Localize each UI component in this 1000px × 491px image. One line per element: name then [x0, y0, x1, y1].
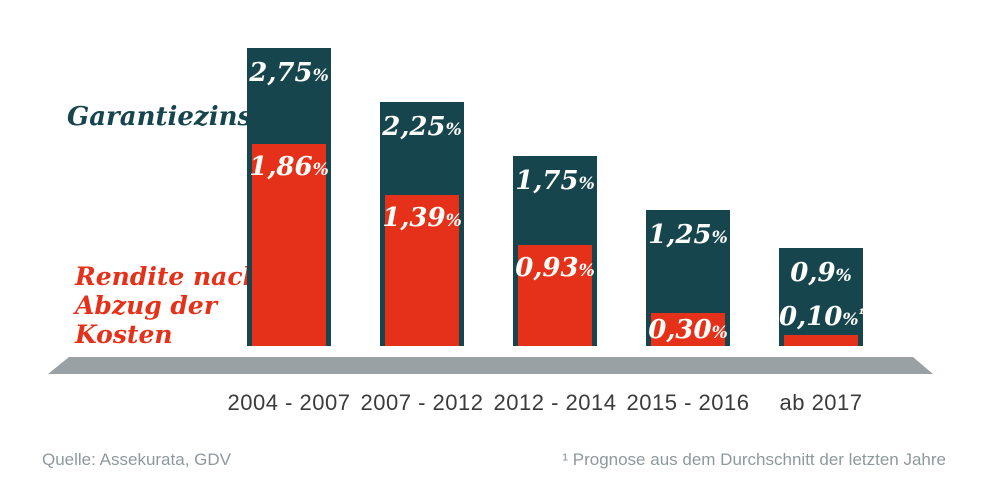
percent-sign: %: [578, 174, 595, 194]
percent-sign: %: [445, 120, 462, 140]
value-number: 0,30: [648, 315, 712, 345]
percent-sign: %: [711, 228, 728, 248]
rendite-value-label: 0,30%: [646, 315, 730, 348]
garantiezins-value-label: 1,25%: [646, 220, 730, 253]
x-axis-label: 2015 - 2016: [626, 390, 750, 415]
percent-sign: %: [842, 310, 859, 330]
percent-sign: %: [835, 266, 852, 286]
garantiezins-value-label: 0,9%: [779, 258, 863, 291]
footnote-text: ¹ Prognose aus dem Durchschnitt der letz…: [562, 450, 946, 469]
rendite-value-label: 0,93%: [513, 253, 597, 286]
garantiezins-bar: 1,25% 0,30%: [646, 210, 730, 346]
rendite-value-label: 1,39%: [380, 203, 464, 236]
rendite-bar: [651, 313, 725, 346]
garantiezins-bar: 1,75% 0,93%: [513, 156, 597, 346]
x-axis-label: ab 2017: [779, 390, 863, 415]
rendite-value-label: 1,86%: [247, 152, 331, 185]
rendite-legend-line: Abzug der: [75, 291, 217, 320]
rendite-bar: [518, 245, 592, 346]
value-number: 1,39: [382, 203, 446, 233]
garantiezins-bar: 2,75% 1,86%: [247, 48, 331, 346]
garantiezins-value-label: 2,25%: [380, 112, 464, 145]
value-number: 1,86: [249, 152, 313, 182]
value-number: 0,93: [515, 253, 579, 283]
rendite-value-label: 0,10%¹: [779, 301, 865, 334]
percent-sign: %: [312, 66, 329, 86]
source-text: Quelle: Assekurata, GDV: [42, 450, 231, 469]
rendite-bar: [784, 335, 858, 346]
x-axis-label: 2007 - 2012: [360, 390, 484, 415]
rendite-bar: [385, 195, 459, 346]
value-number: 2,75: [249, 58, 313, 88]
percent-sign: %: [445, 211, 462, 231]
rendite-legend-line: Rendite nach: [75, 262, 261, 291]
garantiezins-bar: 0,9% 0,10%¹: [779, 248, 865, 346]
value-number: 1,25: [648, 220, 712, 250]
value-number: 0,10: [779, 302, 843, 332]
value-number: 0,9: [790, 258, 836, 288]
garantiezins-bar: 2,25% 1,39%: [380, 102, 464, 346]
rendite-legend-line: Kosten: [75, 320, 173, 349]
value-number: 2,25: [382, 112, 446, 142]
garantiezins-value-label: 1,75%: [513, 166, 597, 199]
percent-sign: %: [578, 261, 595, 281]
x-axis-label: 2004 - 2007: [227, 390, 351, 415]
garantiezins-legend-label: Garantiezins: [67, 102, 253, 132]
value-number: 1,75: [515, 166, 579, 196]
rendite-bar: [252, 144, 326, 346]
garantiezins-value-label: 2,75%: [247, 58, 331, 91]
percent-sign: %: [312, 160, 329, 180]
rendite-legend-label: Rendite nach Abzug der Kosten: [75, 262, 261, 349]
footnote-sup: ¹: [858, 307, 865, 323]
percent-sign: %: [711, 323, 728, 343]
x-axis-label: 2012 - 2014: [493, 390, 617, 415]
baseline-bar: [48, 357, 933, 374]
